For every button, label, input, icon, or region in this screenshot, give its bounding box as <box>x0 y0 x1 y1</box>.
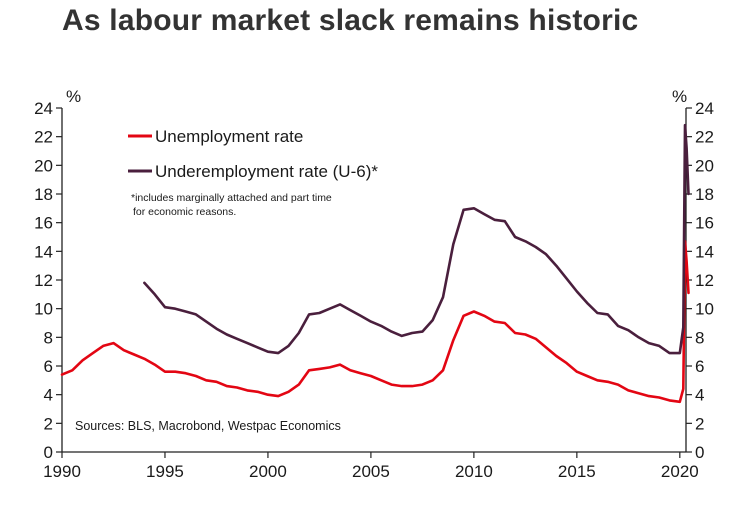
y-tick-label-right: 24 <box>695 99 714 118</box>
y-tick-label-right: 14 <box>695 242 714 261</box>
y-tick-label-left: 18 <box>34 185 53 204</box>
y-tick-label-right: 6 <box>695 357 704 376</box>
x-tick-label: 2005 <box>352 462 390 481</box>
y-tick-label-right: 0 <box>695 443 704 462</box>
y-tick-label-left: 6 <box>44 357 53 376</box>
series-group <box>60 123 690 404</box>
y-tick-label-right: 2 <box>695 414 704 433</box>
y-tick-label-right: 22 <box>695 128 714 147</box>
y-tick-label-left: 14 <box>34 242 53 261</box>
y-tick-label-left: 22 <box>34 128 53 147</box>
y-tick-label-right: 16 <box>695 214 714 233</box>
left-unit-label: % <box>66 87 81 106</box>
chart-title: As labour market slack remains historic <box>62 4 639 37</box>
y-tick-label-left: 0 <box>44 443 53 462</box>
right-unit-label: % <box>672 87 687 106</box>
y-tick-label-right: 4 <box>695 386 704 405</box>
legend: Unemployment rate Underemployment rate (… <box>128 127 378 181</box>
x-tick-label: 2015 <box>558 462 596 481</box>
x-tick-label: 1995 <box>146 462 184 481</box>
y-tick-label-right: 10 <box>695 300 714 319</box>
x-tick-label: 2020 <box>661 462 699 481</box>
unemployment-rate-line <box>60 240 690 404</box>
underemployment-rate-line <box>143 123 690 355</box>
source-note: Sources: BLS, Macrobond, Westpac Economi… <box>75 419 341 433</box>
footnote-line-1: *includes marginally attached and part t… <box>131 192 332 204</box>
y-tick-label-right: 20 <box>695 156 714 175</box>
footnote-line-2: for economic reasons. <box>133 206 236 218</box>
legend-label-underemployment: Underemployment rate (U-6)* <box>155 162 378 181</box>
y-tick-label-left: 4 <box>44 386 53 405</box>
y-tick-label-left: 2 <box>44 414 53 433</box>
y-tick-label-left: 12 <box>34 271 53 290</box>
y-tick-label-left: 10 <box>34 300 53 319</box>
y-tick-label-right: 8 <box>695 328 704 347</box>
y-tick-label-left: 20 <box>34 156 53 175</box>
y-tick-label-left: 16 <box>34 214 53 233</box>
x-tick-label: 2000 <box>249 462 287 481</box>
y-tick-label-left: 8 <box>44 328 53 347</box>
x-tick-label: 1990 <box>43 462 81 481</box>
y-tick-label-right: 12 <box>695 271 714 290</box>
x-tick-label: 2010 <box>455 462 493 481</box>
y-tick-label-right: 18 <box>695 185 714 204</box>
legend-label-unemployment: Unemployment rate <box>155 127 303 146</box>
y-tick-label-left: 24 <box>34 99 53 118</box>
